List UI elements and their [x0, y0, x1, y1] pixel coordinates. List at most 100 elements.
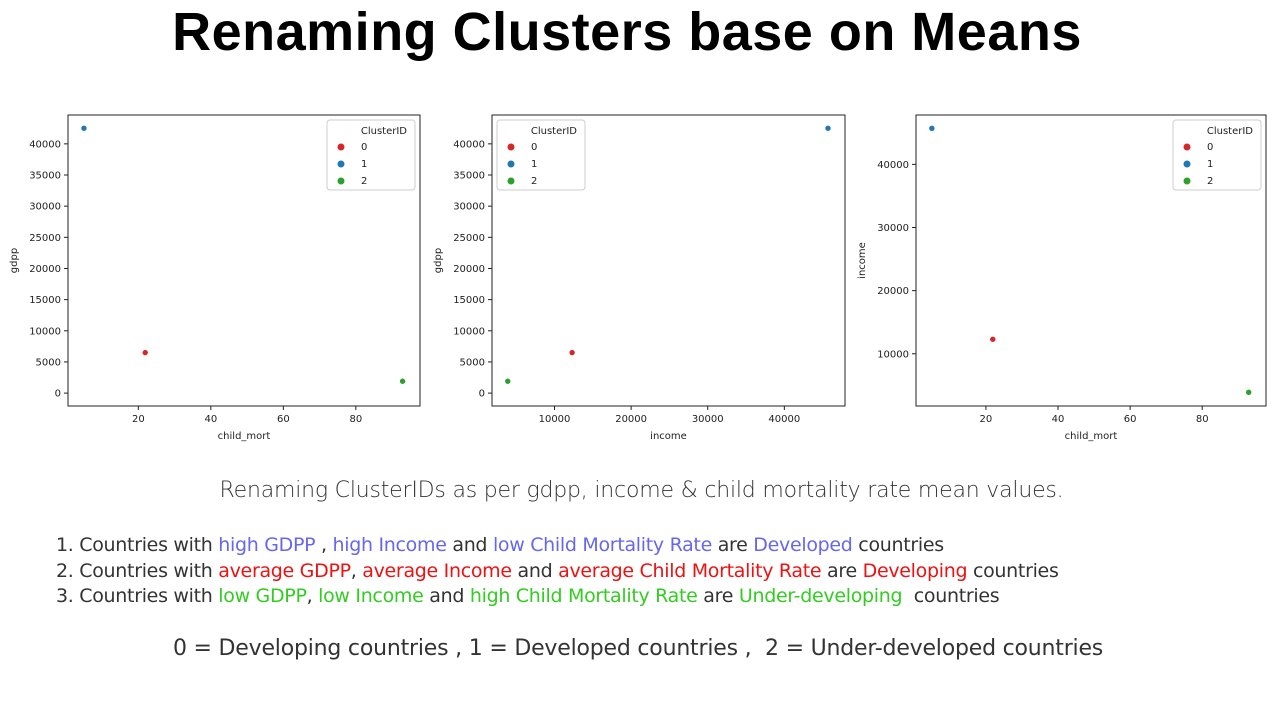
page-title: Renaming Clusters base on Means	[172, 2, 1082, 62]
rule-segment: ,	[350, 559, 363, 582]
scatter-point-cluster-1	[80, 124, 88, 132]
rule-segment: are	[697, 585, 739, 607]
legend-label: 2	[531, 176, 537, 187]
legend-box	[1172, 119, 1262, 191]
cluster-rules-list: 1. Countries with high GDPP , high Incom…	[56, 533, 1059, 610]
legend-marker-cluster-1	[507, 160, 515, 168]
rule-segment: low Income	[318, 585, 424, 607]
legend-label: 1	[531, 159, 537, 170]
y-tick-label: 5000	[36, 357, 61, 368]
y-tick-label: 20000	[29, 264, 61, 275]
x-tick-label: 40	[204, 414, 217, 425]
rule-segment: ,	[306, 585, 319, 607]
rule-line-developed: 1. Countries with high GDPP , high Incom…	[56, 533, 1059, 559]
y-tick-label: 35000	[453, 171, 485, 182]
rule-line-developing: 2. Countries with average GDPP, average …	[56, 559, 1059, 585]
legend-marker-cluster-0	[337, 143, 345, 151]
scatter-point-cluster-0	[568, 349, 576, 356]
rule-segment: are	[711, 534, 754, 556]
rule-segment: ,	[315, 534, 333, 556]
cluster-mapping-text: 0 = Developing countries , 1 = Developed…	[172, 636, 1104, 661]
y-tick-label: 35000	[29, 171, 61, 182]
legend-label: 1	[1207, 159, 1213, 170]
x-tick-label: 40000	[768, 414, 800, 425]
y-tick-label: 30000	[877, 223, 909, 234]
rule-segment: low Child Mortality Rate	[492, 534, 712, 556]
legend-title: ClusterID	[531, 126, 577, 137]
rule-segment: high GDPP	[218, 534, 316, 556]
rule-segment: and	[446, 534, 493, 556]
legend-label: 1	[361, 159, 367, 170]
y-tick-label: 10000	[877, 349, 909, 360]
y-tick-label: 30000	[29, 202, 61, 213]
x-tick-label: 20	[132, 414, 145, 425]
y-tick-label: 30000	[453, 202, 485, 213]
legend-label: 2	[1207, 176, 1213, 187]
x-axis-label: income	[650, 431, 687, 442]
scatter-point-cluster-2	[504, 377, 512, 385]
y-tick-label: 5000	[460, 357, 485, 368]
y-tick-label: 25000	[29, 233, 61, 244]
legend-marker-cluster-2	[507, 177, 515, 185]
rule-line-under-developing: 3. Countries with low GDPP, low Income a…	[56, 584, 1059, 610]
y-axis-label: gdpp	[9, 248, 20, 273]
legend-title: ClusterID	[1207, 126, 1253, 137]
scatter-point-cluster-0	[141, 349, 149, 356]
scatter-point-cluster-1	[824, 124, 832, 132]
rule-segment: Developed	[753, 534, 853, 556]
chart-legend: ClusterID 0 1 2	[496, 119, 586, 191]
rule-segment: low GDPP	[218, 585, 307, 607]
legend-marker-cluster-1	[1183, 160, 1191, 168]
rule-segment: Under-developing	[738, 585, 903, 607]
rule-segment: and	[511, 559, 559, 582]
y-tick-label: 15000	[29, 295, 61, 306]
x-tick-label: 80	[1196, 414, 1209, 425]
x-axis-label: child_mort	[218, 431, 271, 442]
y-axis-label: income	[857, 242, 868, 279]
legend-box	[496, 119, 586, 191]
scatter-point-cluster-2	[1245, 388, 1252, 396]
x-tick-label: 40	[1052, 414, 1065, 425]
legend-label: 0	[531, 142, 537, 153]
rule-segment: high Income	[332, 534, 447, 556]
y-tick-label: 40000	[877, 160, 909, 171]
legend-marker-cluster-0	[507, 143, 515, 151]
x-tick-label: 10000	[539, 414, 571, 425]
rule-segment: countries	[902, 585, 1000, 607]
y-tick-label: 15000	[453, 295, 485, 306]
plot-frame	[67, 114, 421, 407]
x-tick-label: 30000	[692, 414, 724, 425]
legend-box	[326, 119, 416, 191]
rule-segment: high Child Mortality Rate	[469, 585, 698, 607]
y-tick-label: 40000	[453, 139, 485, 150]
subtitle: Renaming ClusterIDs as per gdpp, income …	[219, 478, 1064, 503]
x-tick-label: 60	[1124, 414, 1137, 425]
x-axis-label: child_mort	[1065, 431, 1118, 442]
rule-segment: and	[423, 585, 470, 607]
x-tick-label: 80	[349, 414, 362, 425]
scatter-point-cluster-1	[928, 125, 936, 132]
legend-marker-cluster-2	[337, 177, 345, 185]
rule-segment: average Child Mortality Rate	[558, 559, 822, 582]
legend-marker-cluster-2	[1183, 177, 1191, 185]
legend-label: 2	[361, 176, 367, 187]
plot-frame	[491, 114, 846, 407]
y-tick-label: 25000	[453, 233, 485, 244]
chart-legend: ClusterID 0 1 2	[1172, 119, 1262, 191]
legend-marker-cluster-1	[337, 160, 345, 168]
y-tick-label: 20000	[453, 264, 485, 275]
plot-frame	[915, 114, 1267, 407]
y-tick-label: 0	[479, 389, 485, 400]
legend-label: 0	[361, 142, 367, 153]
x-tick-label: 20000	[615, 414, 647, 425]
scatter-point-cluster-2	[399, 377, 406, 385]
y-axis-label: gdpp	[433, 248, 444, 273]
rule-segment: 1. Countries with	[56, 534, 219, 556]
scatter-chart-gdpp-vs-child-mort: 20 40 60 8005000100001500020000250003000035…	[9, 114, 421, 442]
rule-segment: 3. Countries with	[56, 585, 219, 607]
rule-segment: 2. Countries with	[56, 559, 219, 582]
y-tick-label: 20000	[877, 286, 909, 297]
scatter-point-cluster-0	[989, 335, 997, 343]
y-tick-label: 40000	[29, 139, 61, 150]
y-tick-label: 0	[55, 389, 61, 400]
